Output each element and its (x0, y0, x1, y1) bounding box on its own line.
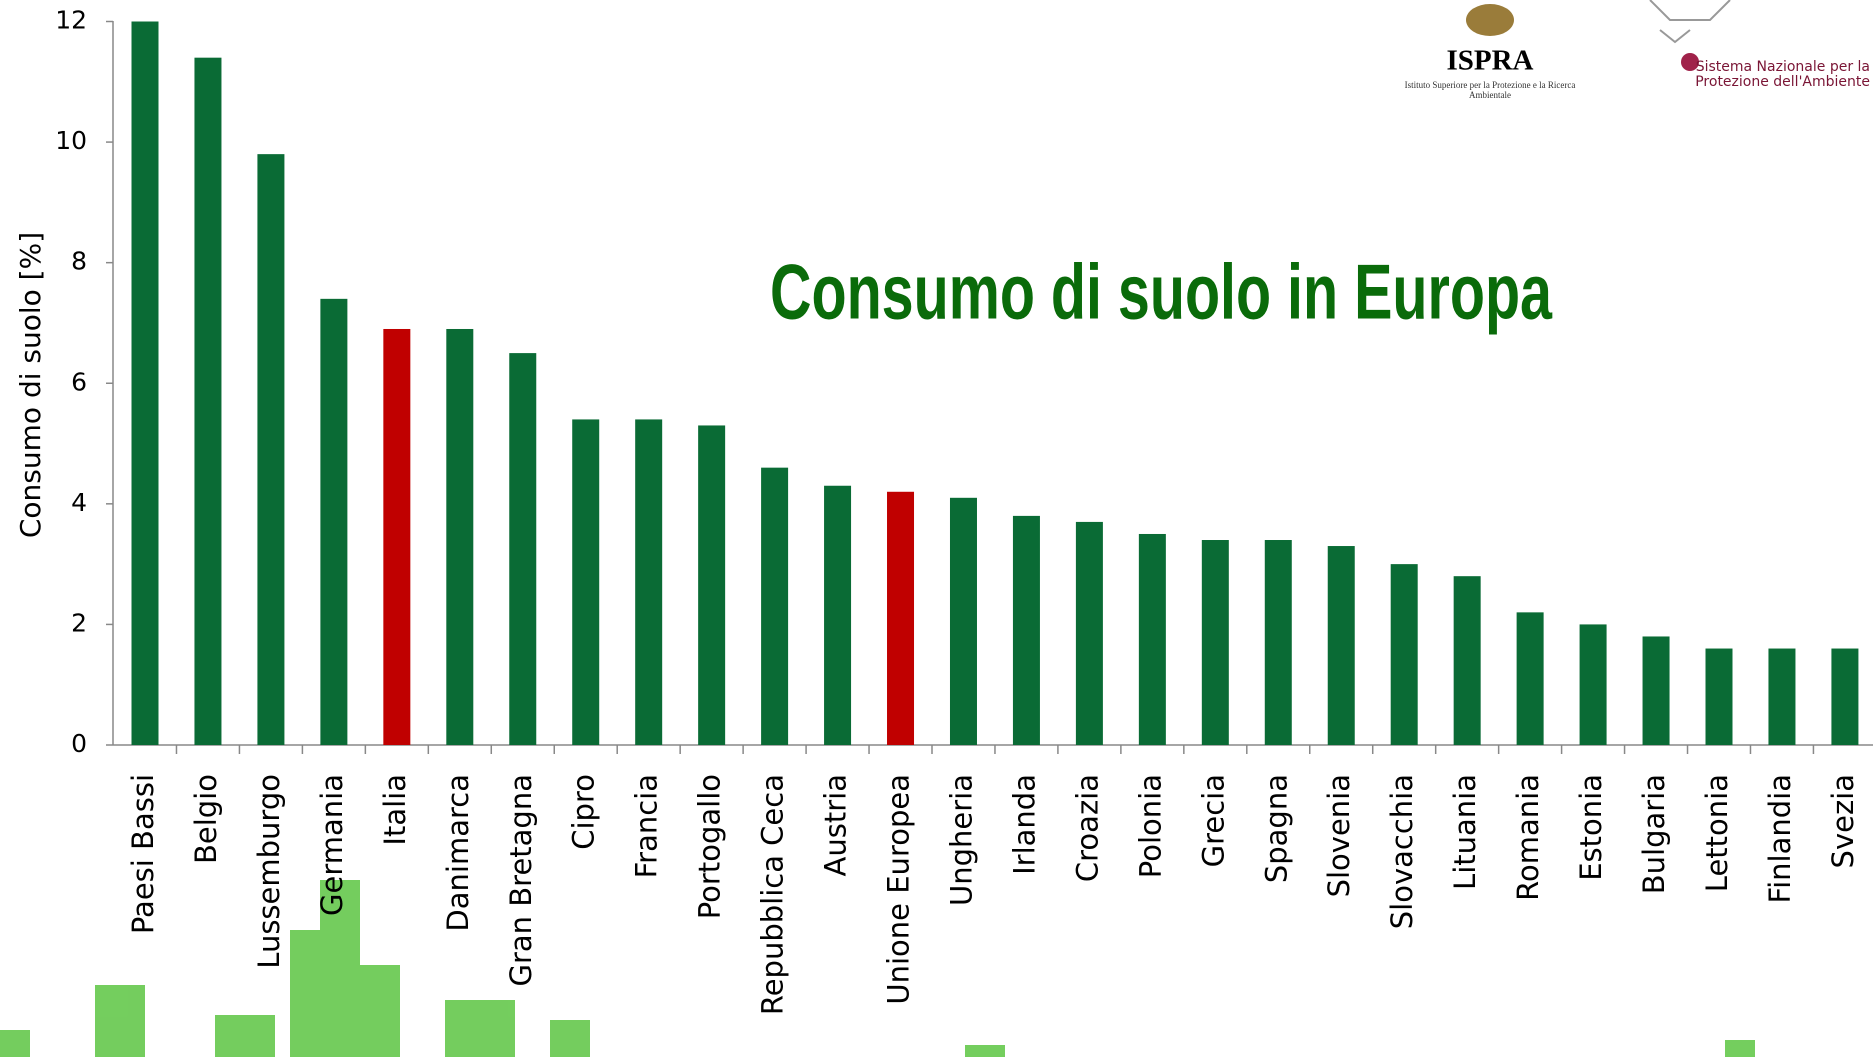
bar (1831, 648, 1859, 745)
x-tick-label: Slovenia (1322, 774, 1356, 897)
x-tick-label: Lussemburgo (252, 774, 286, 969)
logo-caption: Istituto Superiore per la Protezione e l… (1404, 80, 1576, 100)
x-tick-label: Croazia (1070, 774, 1104, 882)
x-tick-label: Bulgaria (1637, 774, 1671, 894)
x-tick-label: Irlanda (1007, 774, 1041, 875)
bar (509, 353, 537, 745)
bar (131, 21, 159, 745)
bar (572, 419, 600, 745)
bar (1138, 533, 1166, 745)
chart-title: Consumo di suolo in Europa (770, 248, 1552, 336)
y-tick-label: 6 (71, 367, 87, 396)
bar (824, 485, 852, 745)
bar (1390, 564, 1418, 745)
x-tick-label: Francia (630, 774, 664, 878)
bar (1516, 612, 1544, 745)
bar (1705, 648, 1733, 745)
y-tick-label: 10 (55, 126, 87, 155)
y-tick-label: 12 (55, 6, 87, 35)
x-tick-label: Repubblica Ceca (756, 774, 790, 1015)
bar (320, 298, 348, 745)
x-tick-label: Gran Bretagna (504, 774, 538, 987)
x-tick-label: Slovacchia (1385, 774, 1419, 929)
snpa-logo: Sistema Nazionale per la Protezione dell… (1649, 0, 1870, 90)
x-tick-label: Romania (1511, 774, 1545, 901)
bar (1579, 624, 1607, 745)
bar (887, 491, 915, 745)
bar (1453, 576, 1481, 745)
y-tick-label: 2 (71, 608, 87, 637)
x-tick-label: Estonia (1574, 774, 1608, 881)
x-tick-label: Austria (819, 774, 853, 876)
bar (635, 419, 663, 745)
y-tick-label: 0 (71, 729, 87, 758)
x-tick-label: Lituania (1448, 774, 1482, 890)
x-tick-label: Finlandia (1763, 774, 1797, 903)
x-tick-label: Italia (378, 774, 412, 846)
y-tick-label: 4 (71, 488, 87, 517)
x-tick-label: Lettonia (1700, 774, 1734, 892)
x-tick-label: Danimarca (441, 774, 475, 932)
bar (1768, 648, 1796, 745)
bar (761, 467, 789, 745)
bar (383, 328, 411, 745)
bar (1642, 636, 1670, 745)
bar (1075, 521, 1103, 745)
x-tick-label: Belgio (189, 774, 223, 864)
x-tick-label: Ungheria (944, 774, 978, 906)
bar (949, 497, 977, 745)
bar (446, 328, 474, 745)
x-tick-label: Paesi Bassi (126, 774, 160, 934)
y-tick-label: 8 (71, 247, 87, 276)
x-tick-label: Germania (315, 774, 349, 916)
bar (1264, 540, 1292, 745)
bar (257, 154, 285, 745)
bar (698, 425, 726, 745)
x-tick-label: Cipro (567, 774, 601, 850)
bar (1201, 540, 1229, 745)
ispra-logo: ISPRA Istituto Superiore per la Protezio… (1404, 4, 1576, 100)
x-tick-label: Polonia (1133, 774, 1167, 878)
bar (1327, 546, 1355, 745)
x-tick-label: Grecia (1196, 774, 1230, 867)
logo-text: ISPRA (1446, 45, 1533, 77)
x-tick-label: Unione Europea (882, 774, 916, 1005)
bar (194, 57, 222, 746)
y-axis-label: Consumo di suolo [%] (14, 232, 47, 538)
bar (1012, 515, 1040, 745)
x-tick-label: Svezia (1826, 774, 1860, 868)
logo-caption: Sistema Nazionale per la Protezione dell… (1695, 60, 1870, 90)
x-tick-label: Spagna (1259, 774, 1293, 883)
decoration-buildings (0, 880, 1755, 1057)
x-tick-label: Portogallo (693, 774, 727, 919)
